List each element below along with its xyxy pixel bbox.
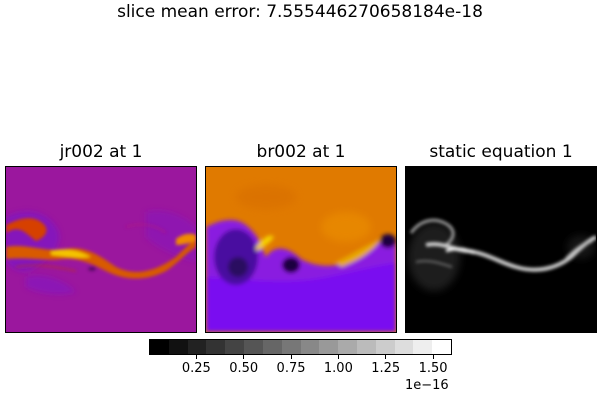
colorbar-level-cell [225,340,245,354]
colorbar [149,339,452,355]
heatmap-br002-image [206,167,396,332]
colorbar-tick-label: 0.25 [181,361,211,376]
colorbar-tick-label: 1.50 [418,361,448,376]
colorbar-tick-label: 1.25 [371,361,401,376]
heatmap-br002 [205,166,397,333]
heatmap-static-equation [405,166,597,333]
heatmap-jr002 [5,166,197,333]
colorbar-level-cell [338,340,357,354]
colorbar-level-cell [356,340,376,354]
panel-title-jr002: jr002 at 1 [59,142,143,162]
colorbar-offset-text: 1e−16 [405,378,449,393]
colorbar-level-cell [187,340,207,354]
panel-title-static-equation: static equation 1 [429,142,573,162]
heatmap-static-equation-image [406,167,596,332]
colorbar-level-cell [168,340,188,354]
colorbar-level-cell [394,340,414,354]
colorbar-level-cell [432,340,451,354]
colorbar-tick [290,355,292,359]
colorbar-level-cell [319,340,339,354]
figure-title: slice mean error: 7.555446270658184e-18 [117,2,483,22]
colorbar-tick-label: 0.75 [276,361,306,376]
colorbar-tick [432,355,434,359]
colorbar-tick [385,355,387,359]
colorbar-tick-label: 1.00 [323,361,353,376]
colorbar-level-cell [375,340,395,354]
colorbar-tick [195,355,197,359]
colorbar-level-cell [244,340,263,354]
colorbar-tick-label: 0.50 [229,361,259,376]
colorbar-tick [337,355,339,359]
colorbar-level-cell [413,340,433,354]
colorbar-level-cell [150,340,169,354]
colorbar-level-cell [300,340,320,354]
colorbar-level-cell [281,340,301,354]
heatmap-jr002-image [6,167,196,332]
colorbar-level-cell [206,340,226,354]
colorbar-tick [243,355,245,359]
panel-title-br002: br002 at 1 [256,142,346,162]
colorbar-level-cell [262,340,282,354]
